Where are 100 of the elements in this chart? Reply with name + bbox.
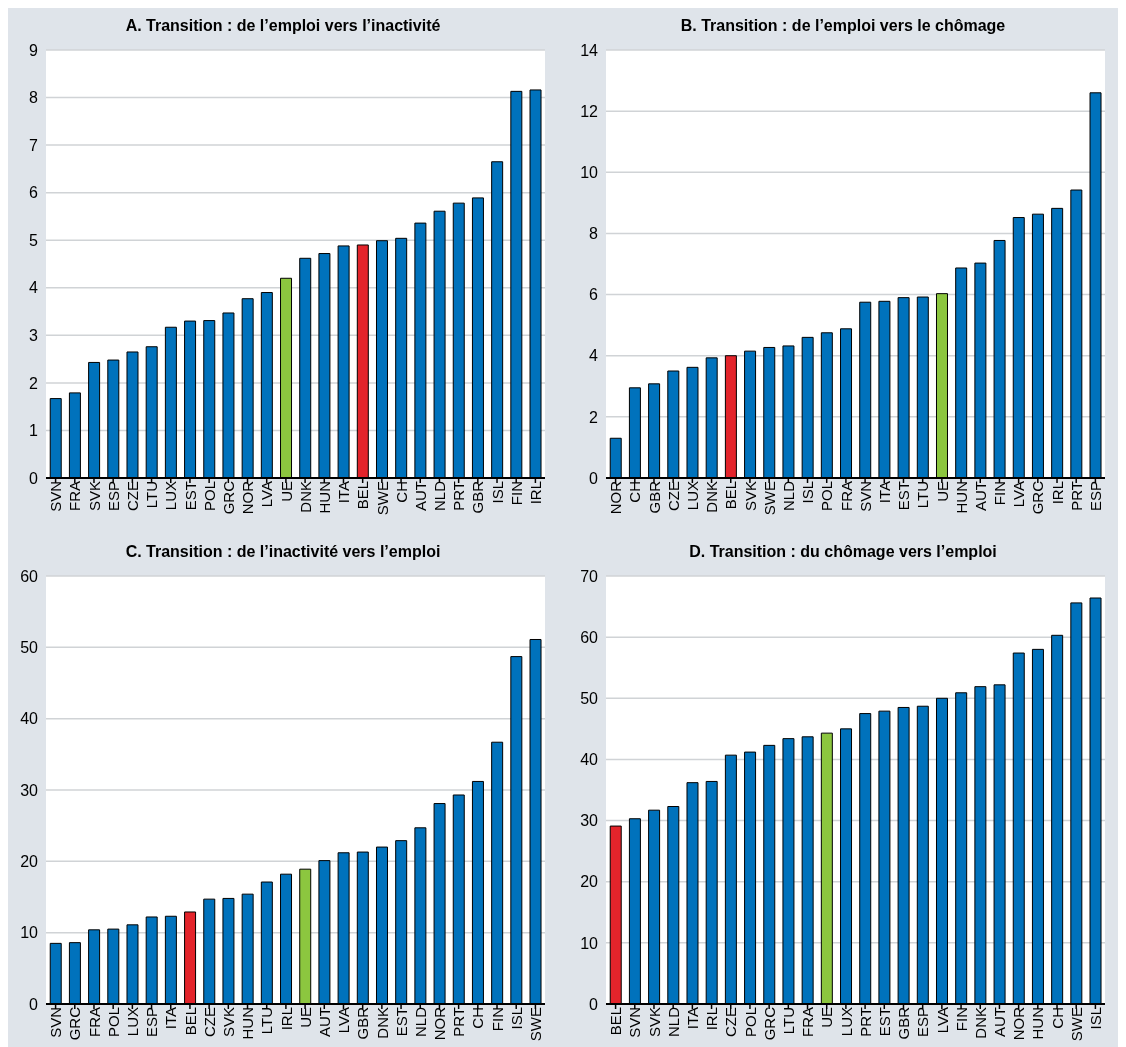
y-tick-label: 6 — [29, 184, 39, 202]
y-tick-label: 60 — [580, 628, 599, 646]
x-tick-label: FRA — [85, 1007, 103, 1037]
x-tick-label: PRT — [1067, 481, 1085, 511]
x-tick-label: CZE — [664, 481, 682, 511]
x-tick-label: PRT — [450, 1007, 468, 1037]
x-tick-label: FIN — [488, 1007, 506, 1032]
x-tick-label: HUN — [1029, 1007, 1047, 1040]
y-tick-label: 20 — [20, 853, 39, 871]
x-tick-label: IRL — [1048, 481, 1066, 505]
x-tick-label: ITA — [162, 1007, 180, 1030]
x-tick-label: UE — [933, 481, 951, 502]
x-tick-label: AUT — [971, 481, 989, 511]
x-tick-label: BEL — [181, 1007, 199, 1036]
x-tick-label: SVK — [645, 1007, 663, 1038]
y-tick-label: 50 — [580, 689, 599, 707]
y-tick-label: 14 — [580, 41, 599, 59]
x-tick-label: CZE — [722, 1007, 740, 1037]
x-tick-label: POL — [818, 481, 836, 512]
y-tick-label: 9 — [29, 41, 39, 59]
y-tick-label: 70 — [580, 567, 599, 585]
x-tick-label: ITA — [875, 481, 893, 504]
x-tick-label: POL — [741, 1007, 759, 1038]
y-tick-label: 4 — [589, 347, 599, 365]
x-tick-label: SVN — [856, 481, 874, 512]
y-tick-label: 3 — [29, 327, 39, 345]
x-tick-label: DNK — [296, 481, 314, 513]
x-tick-label: SWE — [373, 481, 391, 516]
x-tick-label: AUT — [991, 1007, 1009, 1037]
x-tick-label: FIN — [507, 481, 525, 506]
x-tick-label: ESP — [914, 1007, 932, 1038]
x-tick-label: AUT — [315, 1007, 333, 1037]
x-tick-label: HUN — [239, 1007, 257, 1040]
x-tick-label: IRL — [277, 1007, 295, 1031]
x-tick-label: SWE — [1067, 1007, 1085, 1042]
x-tick-label: CH — [469, 1007, 487, 1029]
x-tick-label: GBR — [469, 480, 487, 514]
x-tick-label: ISL — [507, 1007, 525, 1030]
y-tick-label: 30 — [20, 781, 39, 799]
y-tick-label: 2 — [589, 408, 599, 426]
x-tick-label: CH — [392, 481, 410, 503]
y-tick-label: 4 — [29, 279, 39, 297]
y-tick-label: 20 — [580, 873, 599, 891]
x-tick-label: ISL — [1087, 1007, 1105, 1030]
y-tick-label: 1 — [29, 422, 39, 440]
y-tick-label: 10 — [580, 163, 599, 181]
y-tick-label: 40 — [580, 751, 599, 769]
x-tick-label: AUT — [411, 481, 429, 511]
y-tick-label: 5 — [29, 231, 39, 249]
x-tick-label: SVN — [47, 1007, 65, 1038]
x-tick-label: GRC — [1029, 480, 1047, 515]
x-tick-label: EST — [181, 481, 199, 511]
y-tick-label: 10 — [20, 924, 39, 942]
x-tick-label: LVA — [1010, 481, 1028, 508]
x-tick-label: NLD — [411, 1006, 429, 1038]
y-tick-label: 30 — [580, 812, 599, 830]
x-tick-label: ITA — [335, 481, 353, 504]
x-tick-label: HUN — [952, 481, 970, 514]
x-tick-label: FRA — [799, 1007, 817, 1037]
y-tick-label: 8 — [589, 225, 599, 243]
x-tick-label: SVK — [85, 481, 103, 512]
x-tick-label: FIN — [991, 481, 1009, 506]
x-tick-label: FIN — [952, 1007, 970, 1032]
x-tick-label: DNK — [373, 1007, 391, 1039]
x-tick-label: ISL — [488, 481, 506, 504]
x-tick-label: LTU — [258, 1007, 276, 1035]
x-tick-label: BEL — [354, 481, 372, 510]
x-tick-label: ISL — [799, 481, 817, 504]
chart-title: A. Transition : de l’emploi vers l’inactivité — [124, 16, 442, 36]
x-tick-label: GBR — [354, 1006, 372, 1040]
y-tick-label: 6 — [589, 286, 599, 304]
x-tick-label: GBR — [645, 480, 663, 514]
x-tick-label: HUN — [315, 481, 333, 514]
x-tick-label: UE — [818, 1007, 836, 1028]
y-tick-label: 2 — [29, 374, 39, 392]
y-tick-label: 0 — [29, 995, 39, 1013]
x-tick-label: SVN — [626, 1007, 644, 1038]
x-tick-label: IRL — [703, 1007, 721, 1031]
y-tick-label: 8 — [29, 89, 39, 107]
x-tick-label: ESP — [143, 1007, 161, 1038]
x-tick-label: CZE — [200, 1007, 218, 1037]
x-tick-label: NLD — [779, 480, 797, 512]
y-tick-label: 0 — [29, 469, 39, 487]
chart-title: D. Transition : du chômage vers l’emploi — [688, 542, 998, 562]
x-tick-label: EST — [392, 1007, 410, 1037]
y-tick-label: 0 — [589, 469, 599, 487]
x-tick-label: GBR — [895, 1006, 913, 1040]
x-tick-label: CH — [1048, 1007, 1066, 1029]
x-tick-label: LTU — [143, 481, 161, 509]
x-tick-label: SWE — [760, 481, 778, 516]
y-tick-label: 10 — [580, 934, 599, 952]
x-tick-label: BEL — [607, 1007, 625, 1036]
x-tick-label: UE — [277, 481, 295, 502]
x-tick-label: LVA — [335, 1007, 353, 1034]
y-tick-label: 0 — [589, 995, 599, 1013]
x-tick-label: PRT — [450, 481, 468, 511]
x-tick-label: GRC — [219, 480, 237, 515]
x-tick-label: SWE — [527, 1007, 545, 1042]
x-tick-label: FRA — [837, 481, 855, 511]
x-tick-label: NOR — [431, 1006, 449, 1041]
